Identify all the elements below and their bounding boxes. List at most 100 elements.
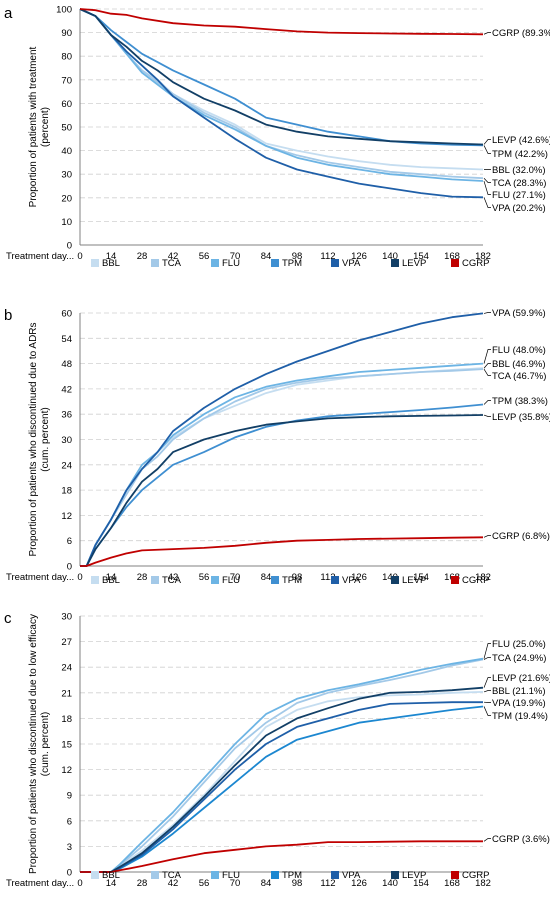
- y-tick-label: 6: [67, 816, 72, 827]
- y-tick-label: 30: [61, 170, 72, 181]
- end-label-tca: TCA (24.9%): [492, 653, 546, 664]
- x-tick-label: 28: [137, 572, 148, 583]
- y-tick-label: 90: [61, 28, 72, 39]
- x-tick-label: 84: [261, 251, 272, 262]
- x-tick-label: 56: [199, 251, 210, 262]
- end-label-bbl: BBL (21.1%): [492, 686, 546, 697]
- y-tick-label: 24: [61, 663, 72, 674]
- end-label-leader: [484, 658, 491, 660]
- y-tick-label: 27: [61, 637, 72, 648]
- legend-label-tpm: TPM: [282, 575, 302, 586]
- end-label-tpm: TPM (38.3%): [492, 396, 548, 407]
- x-tick-label: 56: [199, 572, 210, 583]
- end-label-bbl: BBL (46.9%): [492, 359, 546, 370]
- end-label-vpa: VPA (59.9%): [492, 308, 546, 319]
- legend-swatch-tca: [151, 871, 159, 879]
- legend-swatch-tpm: [271, 871, 279, 879]
- y-axis-title-unit: (percent): [40, 107, 51, 147]
- end-label-leader: [484, 350, 491, 364]
- end-label-vpa: VPA (20.2%): [492, 203, 546, 214]
- end-label-levp: LEVP (21.6%): [492, 673, 550, 684]
- y-tick-label: 54: [61, 334, 72, 345]
- y-tick-label: 12: [61, 765, 72, 776]
- end-label-cgrp: CGRP (3.6%): [492, 834, 550, 845]
- end-label-tca: TCA (28.3%): [492, 178, 546, 189]
- legend-label-tpm: TPM: [282, 258, 302, 269]
- y-tick-label: 6: [67, 536, 72, 547]
- series-line-levp: [80, 9, 483, 145]
- legend-label-tca: TCA: [162, 870, 182, 881]
- y-axis-title-unit: (cum. percent): [40, 407, 51, 471]
- y-axis-title: Proportion of patients with treatment: [28, 46, 39, 207]
- end-label-leader: [484, 536, 491, 538]
- legend-label-levp: LEVP: [402, 258, 426, 269]
- y-tick-label: 60: [61, 309, 72, 320]
- end-label-bbl: BBL (32.0%): [492, 165, 546, 176]
- legend-swatch-flu: [211, 576, 219, 584]
- x-tick-label: 168: [444, 878, 460, 889]
- series-line-cgrp: [80, 537, 483, 566]
- end-label-leader: [484, 181, 491, 194]
- legend-label-cgrp: CGRP: [462, 258, 489, 269]
- legend-swatch-bbl: [91, 576, 99, 584]
- legend-swatch-cgrp: [451, 871, 459, 879]
- y-tick-label: 0: [67, 868, 72, 879]
- legend-label-tpm: TPM: [282, 870, 302, 881]
- y-tick-label: 0: [67, 562, 72, 573]
- y-tick-label: 24: [61, 460, 72, 471]
- end-label-leader: [484, 369, 491, 375]
- y-tick-label: 80: [61, 52, 72, 63]
- x-tick-label: 112: [320, 878, 335, 889]
- y-tick-label: 42: [61, 384, 72, 395]
- legend-label-vpa: VPA: [342, 575, 361, 586]
- legend-swatch-vpa: [331, 576, 339, 584]
- end-label-leader: [484, 364, 491, 369]
- series-line-cgrp: [80, 9, 483, 34]
- end-label-leader: [484, 839, 491, 842]
- y-tick-label: 15: [61, 740, 72, 751]
- y-axis-title: Proportion of patients who discontinued …: [28, 614, 39, 874]
- x-axis-title: Treatment day...: [6, 251, 74, 262]
- end-label-leader: [484, 33, 491, 35]
- legend-label-flu: FLU: [222, 575, 240, 586]
- y-tick-label: 12: [61, 511, 72, 522]
- x-tick-label: 84: [261, 572, 272, 583]
- y-tick-label: 20: [61, 193, 72, 204]
- x-axis-title: Treatment day...: [6, 878, 74, 889]
- y-tick-label: 10: [61, 217, 72, 228]
- legend-swatch-vpa: [331, 259, 339, 267]
- end-label-flu: FLU (25.0%): [492, 639, 546, 650]
- y-tick-label: 0: [67, 241, 72, 252]
- y-tick-label: 50: [61, 123, 72, 134]
- x-axis-title: Treatment day...: [6, 572, 74, 583]
- y-axis-title: Proportion of patients who discontinued …: [28, 322, 39, 556]
- legend-label-flu: FLU: [222, 258, 240, 269]
- end-label-leader: [484, 644, 491, 659]
- legend-swatch-vpa: [331, 871, 339, 879]
- legend-swatch-tpm: [271, 259, 279, 267]
- y-tick-label: 100: [56, 5, 72, 16]
- y-axis-title-unit: (cum. percent): [40, 712, 51, 776]
- end-label-levp: LEVP (35.8%): [492, 412, 550, 423]
- legend-swatch-tca: [151, 576, 159, 584]
- end-label-leader: [484, 706, 491, 715]
- y-tick-label: 70: [61, 75, 72, 86]
- end-label-tpm: TPM (42.2%): [492, 149, 548, 160]
- legend-swatch-tpm: [271, 576, 279, 584]
- legend-label-bbl: BBL: [102, 575, 120, 586]
- legend-swatch-levp: [391, 576, 399, 584]
- end-label-flu: FLU (48.0%): [492, 345, 546, 356]
- end-label-leader: [484, 145, 491, 153]
- y-tick-label: 18: [61, 486, 72, 497]
- legend-label-flu: FLU: [222, 870, 240, 881]
- x-tick-label: 56: [199, 878, 210, 889]
- end-label-vpa: VPA (19.9%): [492, 698, 546, 709]
- panel-letter: c: [4, 610, 12, 627]
- panel-letter: b: [4, 307, 12, 324]
- legend-label-levp: LEVP: [402, 575, 426, 586]
- y-tick-label: 48: [61, 359, 72, 370]
- end-label-leader: [484, 197, 491, 207]
